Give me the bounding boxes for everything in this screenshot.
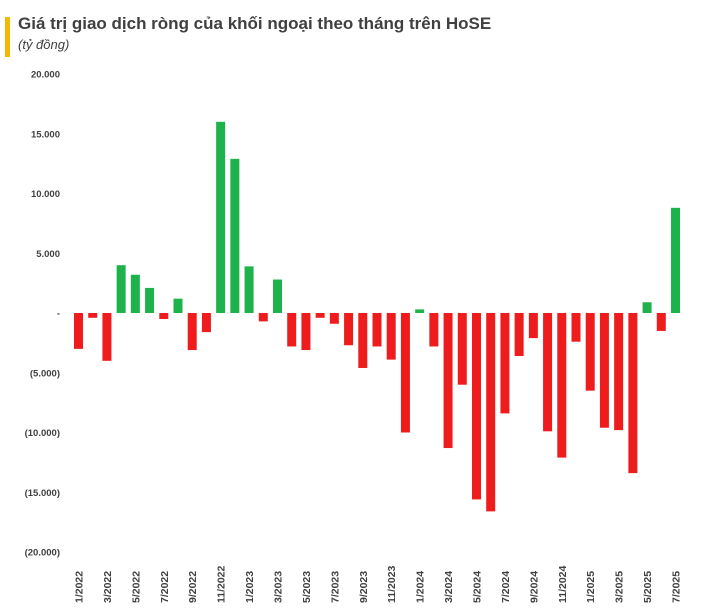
bar-9-2022 (187, 313, 197, 351)
bar-11-2022 (216, 121, 226, 313)
x-tick-label: 7/2022 (159, 571, 171, 603)
bar-6-2024 (486, 313, 496, 512)
y-tick-label: 20.000 (31, 70, 60, 81)
x-tick-label: 9/2024 (528, 571, 540, 603)
bar-2-2023 (258, 313, 268, 322)
bar-8-2023 (344, 313, 354, 346)
x-tick-label: 1/2023 (244, 571, 256, 603)
bar-10-2024 (543, 313, 553, 432)
bar-8-2024 (514, 313, 524, 357)
bar-10-2023 (372, 313, 382, 347)
bar-6-2025 (656, 313, 666, 331)
bar-4-2023 (287, 313, 297, 347)
bar-7-2022 (159, 313, 169, 319)
chart-subtitle: (tỷ đồng) (18, 37, 70, 52)
x-tick-label: 7/2023 (329, 571, 341, 603)
bar-7-2024 (500, 313, 510, 414)
x-tick-label: 1/2025 (585, 571, 597, 603)
bar-5-2022 (130, 274, 140, 313)
bar-5-2025 (642, 302, 652, 313)
x-tick-label: 9/2022 (187, 571, 199, 603)
x-tick-label: 11/2023 (386, 565, 398, 603)
x-tick-label: 1/2024 (415, 571, 427, 603)
bar-6-2023 (315, 313, 325, 318)
x-tick-label: 7/2024 (500, 571, 512, 603)
bar-1-2025 (585, 313, 595, 391)
x-tick-label: 5/2024 (472, 571, 484, 603)
bar-11-2024 (557, 313, 567, 458)
y-tick-label: (20.000) (25, 548, 60, 559)
x-axis: 1/2022 3/2022 5/2022 7/2022 9/2022 11/2022 1/2… (74, 565, 683, 603)
y-tick-label: 10.000 (31, 189, 60, 200)
bar-2-2024 (429, 313, 439, 347)
title-accent-bar (5, 17, 10, 57)
bar-3-2025 (614, 313, 624, 431)
x-tick-label: 5/2022 (130, 571, 142, 603)
x-tick-label: 9/2023 (358, 571, 370, 603)
bar-7-2025 (671, 207, 680, 313)
y-tick-label: (5.000) (30, 368, 60, 379)
bar-4-2024 (457, 313, 467, 385)
bar-1-2024 (415, 309, 425, 313)
x-tick-label: 11/2022 (216, 565, 228, 603)
bar-11-2023 (386, 313, 396, 360)
bar-1-2022 (74, 313, 83, 349)
x-tick-label: 11/2024 (557, 565, 569, 603)
y-tick-label: - (57, 309, 60, 320)
y-tick-label: (15.000) (25, 488, 60, 499)
bar-10-2022 (201, 313, 211, 333)
x-tick-label: 3/2022 (102, 571, 114, 603)
y-axis: 20.000 15.000 10.000 5.000 - (5.000) (10.000) (… (25, 70, 60, 559)
bar-4-2022 (116, 265, 126, 313)
chart-title: Giá trị giao dịch ròng của khối ngoại th… (18, 14, 492, 33)
y-tick-label: 15.000 (31, 129, 60, 140)
bar-3-2023 (273, 279, 282, 313)
bars (74, 121, 680, 512)
x-tick-label: 5/2023 (301, 571, 313, 603)
bar-2-2022 (88, 313, 98, 318)
bar-12-2023 (400, 313, 410, 433)
bar-3-2024 (443, 313, 453, 449)
x-tick-label: 1/2022 (74, 571, 86, 603)
bar-12-2022 (230, 158, 240, 313)
bar-9-2023 (358, 313, 368, 368)
x-tick-label: 3/2025 (614, 571, 626, 603)
bar-9-2024 (528, 313, 538, 339)
y-tick-label: (10.000) (25, 428, 60, 439)
y-tick-label: 5.000 (36, 249, 60, 260)
x-tick-label: 3/2023 (273, 571, 285, 603)
bar-5-2023 (301, 313, 311, 351)
bar-6-2022 (145, 287, 155, 313)
bar-12-2024 (571, 313, 581, 342)
bar-1-2023 (244, 266, 254, 313)
bar-8-2022 (173, 298, 183, 313)
bar-5-2024 (472, 313, 481, 500)
x-tick-label: 7/2025 (671, 571, 683, 603)
bar-2-2025 (599, 313, 609, 428)
x-tick-label: 5/2025 (642, 571, 654, 603)
bar-3-2022 (102, 313, 112, 361)
bar-7-2023 (329, 313, 339, 324)
x-tick-label: 3/2024 (443, 571, 455, 603)
bar-4-2025 (628, 313, 638, 474)
